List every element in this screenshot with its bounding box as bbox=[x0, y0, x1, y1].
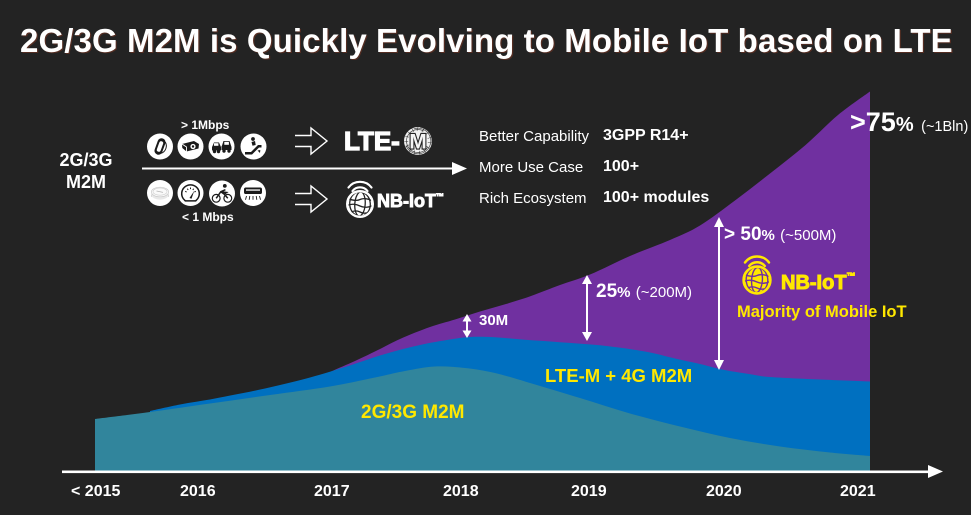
svg-text:M: M bbox=[409, 131, 427, 154]
